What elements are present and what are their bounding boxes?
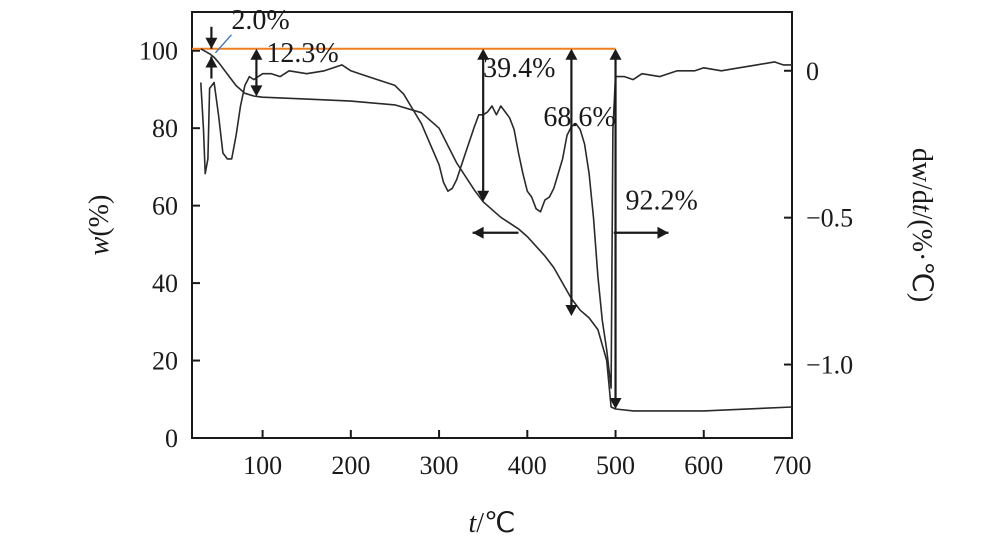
x-tick-label: 500 — [596, 451, 635, 480]
y-left-tick-label: 40 — [152, 269, 178, 298]
arrow-head — [565, 305, 578, 317]
y-right-tick-label: −1.0 — [806, 351, 853, 380]
mass-loss-label: 68.6% — [543, 102, 615, 133]
mass-loss-label: 2.0% — [231, 5, 289, 36]
x-tick-label: 700 — [773, 451, 812, 480]
arrow-head — [477, 190, 490, 202]
arrow-head — [477, 48, 490, 60]
y-left-tick-label: 80 — [152, 114, 178, 143]
y-left-tick-label: 100 — [139, 37, 178, 66]
data-curves — [192, 47, 793, 412]
arrows — [205, 26, 669, 409]
mass-loss-label: 92.2% — [626, 186, 698, 217]
arrow-head — [250, 48, 263, 60]
y-left-tick-label: 0 — [165, 424, 178, 453]
x-tick-label: 600 — [684, 451, 723, 480]
x-axis-title: t/℃ — [468, 508, 515, 539]
plot-border — [191, 11, 793, 439]
arrow-head — [472, 226, 484, 239]
arrow-head — [250, 85, 263, 97]
x-tick-label: 400 — [508, 451, 547, 480]
arrow-head — [657, 226, 669, 239]
dtg-curve — [200, 61, 792, 389]
labels: 100 200 300 400 500 600 700 0 20 40 60 80 100 0 −0.5 −1… — [139, 5, 853, 480]
x-tick-label: 200 — [331, 451, 370, 480]
plot-frame — [191, 11, 793, 439]
y-left-tick-label: 60 — [152, 192, 178, 221]
arrow-head — [205, 37, 218, 49]
x-tick-label: 300 — [420, 451, 459, 480]
y-left-tick-label: 20 — [152, 347, 178, 376]
mass-loss-label: 39.4% — [483, 53, 555, 84]
arrow-head — [565, 48, 578, 60]
annotation-leader — [214, 34, 232, 54]
arrow-head — [205, 56, 218, 68]
left-axis-title: w(%) — [84, 195, 115, 256]
y-right-tick-label: −0.5 — [806, 204, 853, 233]
tg-curve — [200, 48, 793, 412]
arrow-head — [609, 48, 622, 60]
mass-loss-label: 12.3% — [266, 38, 338, 69]
axis-ticks — [192, 49, 793, 439]
arrow-head — [609, 397, 622, 409]
x-tick-label: 100 — [243, 451, 282, 480]
y-right-tick-label: 0 — [806, 57, 819, 86]
right-axis-title: dw/dt/(%·℃) — [906, 148, 937, 302]
